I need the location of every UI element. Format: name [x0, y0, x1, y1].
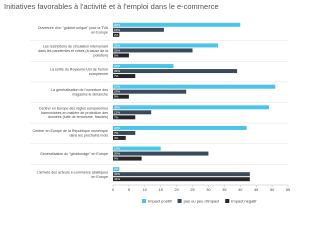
bar — [113, 84, 276, 89]
bar — [113, 125, 247, 130]
bar — [113, 22, 241, 27]
value-label: 15% — [114, 147, 120, 151]
bar — [113, 32, 120, 37]
x-tick-label: 45 — [254, 188, 258, 192]
bar — [113, 94, 129, 99]
x-tick-label: 40 — [238, 188, 242, 192]
category-label: La généralisation de l'ouverture des maga… — [51, 88, 108, 96]
legend-swatch — [225, 199, 230, 203]
x-tick-label: 15 — [159, 188, 163, 192]
x-tick-label: 0 — [112, 188, 114, 192]
category-label: La sortie du Royaume-Uni de l'union europ… — [50, 67, 108, 75]
value-label: 12% — [114, 110, 120, 114]
legend-swatch — [142, 199, 146, 203]
bar — [113, 53, 129, 58]
value-label: 2% — [114, 167, 119, 171]
value-label: 5% — [114, 95, 119, 99]
bar — [113, 172, 250, 177]
category-label: Centrer en Europe des règles européennes… — [39, 106, 108, 119]
bar — [113, 177, 250, 182]
value-label: 7% — [114, 131, 119, 135]
value-label: 4% — [114, 136, 119, 140]
x-tick-label: 35 — [222, 188, 226, 192]
legend-label: pas ou peu d'impact — [184, 198, 221, 203]
value-label: 23% — [114, 90, 120, 94]
value-label: 7% — [114, 115, 119, 119]
value-label: 16% — [114, 28, 120, 32]
category-label: Centrer en Europe de la République numér… — [32, 129, 108, 137]
value-label: 43% — [114, 177, 120, 181]
value-label: 43% — [114, 172, 120, 176]
bar — [113, 74, 136, 79]
bar — [113, 151, 209, 156]
bar — [113, 64, 174, 69]
value-label: 49% — [114, 105, 120, 109]
value-label: 5% — [114, 53, 119, 57]
legend-label: Impact négatif — [231, 198, 257, 203]
category-label: L'arrivée des acteurs e-commerce asiatiq… — [37, 170, 109, 178]
bar — [113, 167, 120, 172]
value-label: 33% — [114, 43, 120, 47]
bar — [113, 69, 238, 74]
bar — [113, 43, 218, 48]
chart: Initiatives favorables à l'activité et à… — [4, 2, 290, 203]
bar — [113, 89, 187, 94]
bar — [113, 110, 152, 115]
chart-title: Initiatives favorables à l'activité et à… — [4, 2, 219, 11]
category-label: Généralisation du "géoblocage" en Europe — [40, 152, 108, 156]
x-tick-label: 25 — [190, 188, 194, 192]
x-tick-label: 10 — [143, 188, 147, 192]
x-tick-label: 50 — [270, 188, 274, 192]
bar — [113, 115, 136, 120]
bar — [113, 135, 126, 140]
value-label: 19% — [114, 64, 120, 68]
value-label: 30% — [114, 152, 120, 156]
x-tick-label: 55 — [286, 188, 290, 192]
value-label: 9% — [114, 157, 119, 161]
value-label: 40% — [114, 23, 120, 27]
bar — [113, 130, 136, 135]
value-label: 2% — [114, 33, 119, 37]
bar — [113, 48, 193, 53]
x-tick-label: 30 — [206, 188, 210, 192]
bar — [113, 146, 161, 151]
legend-label: Impact positif — [148, 198, 172, 203]
bar — [113, 156, 142, 161]
x-tick-label: 5 — [128, 188, 130, 192]
value-label: 25% — [114, 48, 120, 52]
value-label: 51% — [114, 85, 120, 89]
value-label: 7% — [114, 74, 119, 78]
value-label: 42% — [114, 126, 120, 130]
value-label: 39% — [114, 69, 120, 73]
category-label: Ouverture d'un "guichet unique" pour la … — [38, 26, 109, 34]
category-label: Les restrictions de circulation interven… — [38, 44, 108, 57]
bar — [113, 27, 164, 32]
legend-swatch — [177, 199, 182, 203]
x-tick-label: 20 — [175, 188, 179, 192]
bar — [113, 105, 269, 110]
